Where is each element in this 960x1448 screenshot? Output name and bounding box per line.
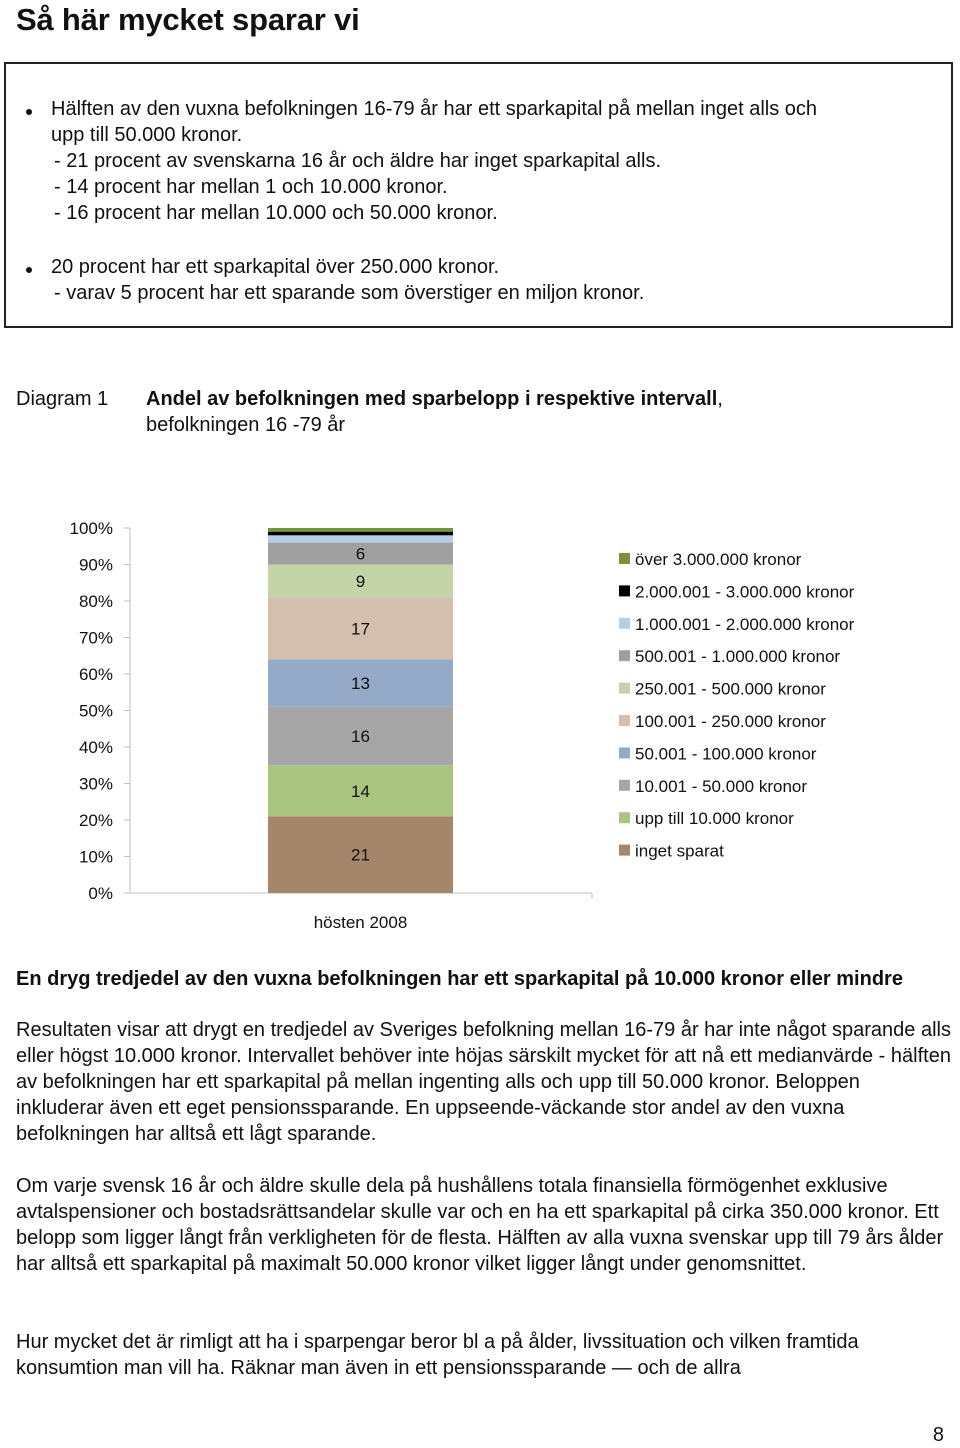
y-tick-label: 90%	[79, 556, 113, 575]
y-tick-label: 80%	[79, 592, 113, 611]
bar-segment-5	[268, 597, 453, 660]
legend-item: 500.001 - 1.000.000 kronor	[635, 647, 840, 666]
legend-swatch	[619, 715, 630, 726]
diagram-title-line-2: befolkningen 16 -79 år	[146, 414, 346, 436]
data-label: 16	[351, 727, 370, 746]
paragraph-3: Hur mycket det är rimligt att ha i sparp…	[16, 1331, 859, 1379]
legend-item: 50.001 - 100.000 kronor	[635, 744, 817, 763]
legend-item: inget sparat	[635, 842, 724, 861]
legend-swatch	[619, 650, 630, 662]
data-label: 6	[356, 545, 365, 564]
page-title: Så här mycket sparar vi	[16, 2, 360, 37]
section-heading: En dryg tredjedel av den vuxna befolknin…	[16, 968, 903, 990]
y-tick-label: 50%	[79, 702, 113, 721]
paragraph-1: Resultaten visar att drygt en tredjedel …	[16, 1019, 951, 1145]
data-label: 17	[351, 619, 370, 638]
bar-segment-2	[268, 765, 453, 817]
legend-item: 2.000.001 - 3.000.000 kronor	[635, 582, 855, 601]
summary-bullet-2-line-1: 20 procent har ett sparkapital över 250.…	[51, 256, 500, 278]
data-label: 13	[351, 674, 370, 693]
bar-segment-7	[268, 542, 453, 565]
legend-swatch	[619, 553, 630, 564]
summary-bullet-1-line-1: Hälften av den vuxna befolkningen 16-79 …	[51, 98, 818, 120]
legend-swatch	[619, 585, 630, 597]
data-label: 9	[356, 572, 365, 591]
y-tick-label: 40%	[79, 738, 113, 757]
diagram-title-bold: Andel av befolkningen med sparbelopp i r…	[146, 388, 718, 410]
legend-item: 1.000.001 - 2.000.000 kronor	[635, 615, 855, 634]
summary-sub-item-3: - 16 procent har mellan 10.000 och 50.00…	[54, 202, 498, 224]
summary-bullet-1-line-2: upp till 50.000 kronor.	[51, 124, 243, 146]
y-tick-label: 100%	[70, 519, 113, 538]
bullet-icon	[26, 267, 32, 273]
bullet-icon	[26, 109, 32, 115]
x-category-label: hösten 2008	[314, 913, 408, 932]
diagram-caption: Diagram 1	[16, 388, 109, 410]
summary-sub-item-4: - varav 5 procent har ett sparande som ö…	[54, 282, 645, 304]
bar-segment-3	[268, 706, 453, 766]
legend-item: 10.001 - 50.000 kronor	[635, 777, 807, 796]
y-tick-label: 60%	[79, 665, 113, 684]
legend-item: 250.001 - 500.000 kronor	[635, 680, 826, 699]
y-tick-label: 70%	[79, 629, 113, 648]
legend-swatch	[619, 617, 630, 629]
stacked-bar-chart: 0% 10% 20% 30% 40% 50% 60% 70% 80% 90% 100% 21 14 16 1…	[70, 519, 855, 932]
bar-segment-10	[268, 528, 453, 532]
summary-box: Hälften av den vuxna befolkningen 16-79 …	[4, 62, 953, 328]
bar-segment-6	[268, 564, 453, 598]
legend-swatch	[619, 747, 630, 759]
legend-swatch	[619, 682, 630, 694]
data-label: 14	[351, 782, 370, 801]
y-tick-label: 30%	[79, 775, 113, 794]
y-tick-label: 10%	[79, 848, 113, 867]
y-tick-label: 0%	[88, 884, 113, 903]
summary-sub-item-1: - 21 procent av svenskarna 16 år och äld…	[54, 150, 662, 172]
paragraph-2: Om varje svensk 16 år och äldre skulle d…	[16, 1175, 944, 1275]
legend-swatch	[619, 779, 630, 791]
diagram-title-rest: ,	[717, 388, 723, 410]
summary-sub-item-2: - 14 procent har mellan 1 och 10.000 kro…	[54, 176, 448, 198]
legend-swatch	[619, 812, 630, 824]
legend-item: 100.001 - 250.000 kronor	[635, 712, 826, 731]
bar-segment-4	[268, 659, 453, 707]
legend-item: upp till 10.000 kronor	[635, 809, 794, 828]
diagram-title: Andel av befolkningen med sparbelopp i r…	[146, 386, 723, 438]
bar-segment-1	[268, 816, 453, 893]
page-number: 8	[932, 1424, 944, 1446]
y-tick-label: 20%	[79, 811, 113, 830]
legend-swatch	[619, 844, 630, 856]
bar-segment-8	[268, 535, 453, 543]
legend-item: över 3.000.000 kronor	[635, 550, 802, 569]
bar-segment-9	[268, 531, 453, 536]
data-label: 21	[351, 846, 370, 865]
